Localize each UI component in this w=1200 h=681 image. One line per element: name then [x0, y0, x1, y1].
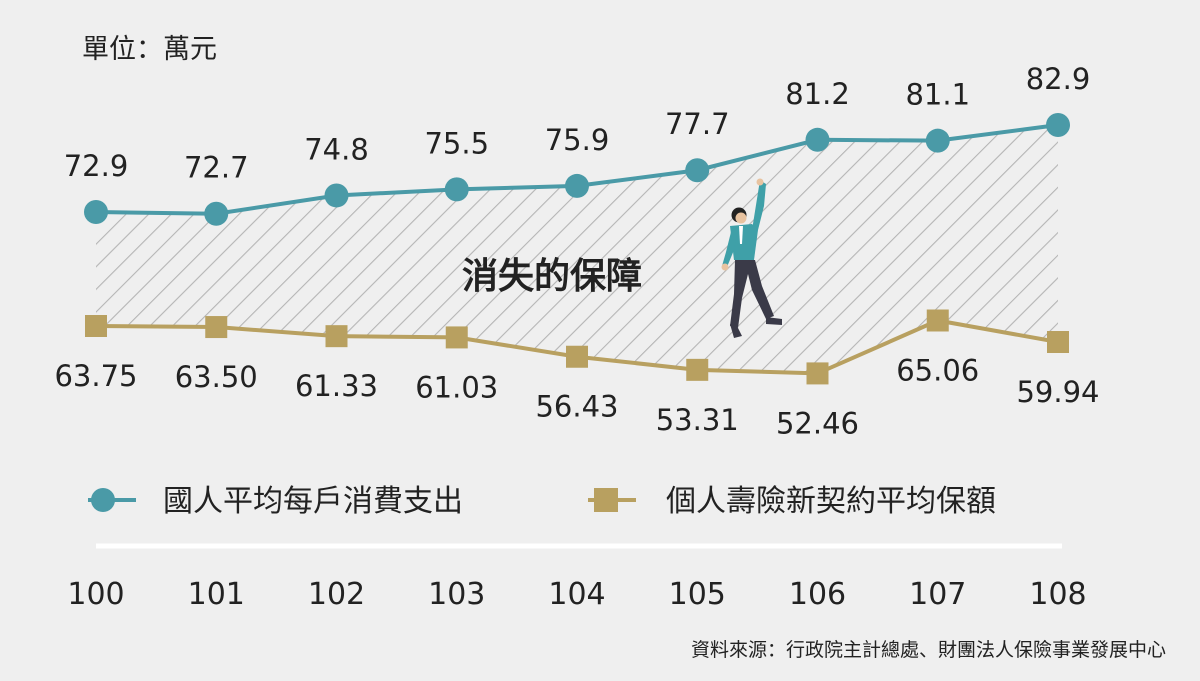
series2-data-label: 63.50: [175, 360, 258, 394]
x-tick-label: 105: [669, 577, 726, 612]
series1-data-label: 77.7: [665, 107, 730, 141]
area-label: 消失的保障: [462, 256, 642, 297]
series2-point: [205, 316, 228, 339]
series2-data-label: 61.33: [295, 369, 378, 403]
series1-data-label: 81.2: [785, 77, 850, 111]
series1-data-label: 72.9: [64, 149, 129, 183]
legend-label-series1: 國人平均每戶消費支出: [163, 484, 463, 519]
series2-point: [85, 315, 107, 337]
series1-point: [204, 201, 229, 226]
legend-marker-circle: [91, 488, 115, 512]
legend-item-series1: 國人平均每戶消費支出: [88, 484, 463, 519]
series1-data-label: 75.9: [545, 123, 610, 157]
series2-point: [686, 358, 709, 381]
series2-point: [445, 326, 468, 349]
legend-item-series2: 個人壽險新契約平均保額: [588, 484, 996, 519]
falling-person-illustration: [721, 178, 782, 338]
series1-data-label: 74.8: [304, 132, 369, 166]
series1-data-label: 72.7: [184, 151, 249, 185]
series2-data-label: 61.03: [415, 370, 498, 404]
series1-data-label: 75.5: [424, 126, 489, 160]
series2-point: [806, 362, 829, 385]
series1-point: [324, 183, 349, 208]
x-tick-label: 100: [67, 577, 124, 612]
x-axis-ticks: 100 101 102 103 104 105 106 107 108: [67, 577, 1086, 612]
series1-data-label: 81.1: [905, 78, 970, 112]
series1-point: [925, 128, 950, 153]
unit-label: 單位：萬元: [82, 34, 217, 65]
x-tick-label: 103: [428, 577, 485, 612]
series2-point: [926, 309, 949, 332]
series1-data-label: 82.9: [1026, 62, 1091, 96]
series-layer: 72.9 72.7 74.8 75.5 75.9 77.7 81.2 81.1 82.9 63.7…: [54, 62, 1099, 440]
x-tick-label: 102: [308, 577, 365, 612]
series2-data-label: 56.43: [535, 390, 618, 424]
source-note: 資料來源：行政院主計總處、財團法人保險事業發展中心: [691, 639, 1166, 661]
series2-data-label: 63.75: [54, 359, 137, 393]
series1-point: [84, 200, 108, 224]
series1-point: [1046, 113, 1070, 137]
x-tick-label: 108: [1029, 577, 1086, 612]
series2-data-label: 65.06: [896, 353, 979, 387]
series1-point: [565, 173, 589, 198]
legend-label-series2: 個人壽險新契約平均保額: [666, 484, 996, 519]
series2-data-label: 59.94: [1016, 375, 1099, 409]
x-tick-label: 106: [789, 577, 846, 612]
series2-point: [1047, 331, 1069, 354]
x-tick-label: 107: [909, 577, 966, 612]
series1-point: [444, 177, 469, 202]
x-tick-label: 104: [548, 577, 605, 612]
legend: 國人平均每戶消費支出 個人壽險新契約平均保額: [88, 484, 996, 519]
series2-data-label: 52.46: [776, 406, 859, 440]
series2-point: [566, 345, 588, 368]
legend-marker-square: [594, 488, 618, 512]
series1-point: [685, 158, 710, 183]
shaded-gap-area: [96, 125, 1058, 374]
series2-data-label: 53.31: [656, 403, 739, 437]
series1-point: [805, 127, 830, 152]
series2-point: [325, 325, 348, 348]
gap-area-polygon: [96, 125, 1058, 374]
x-tick-label: 101: [188, 577, 245, 612]
